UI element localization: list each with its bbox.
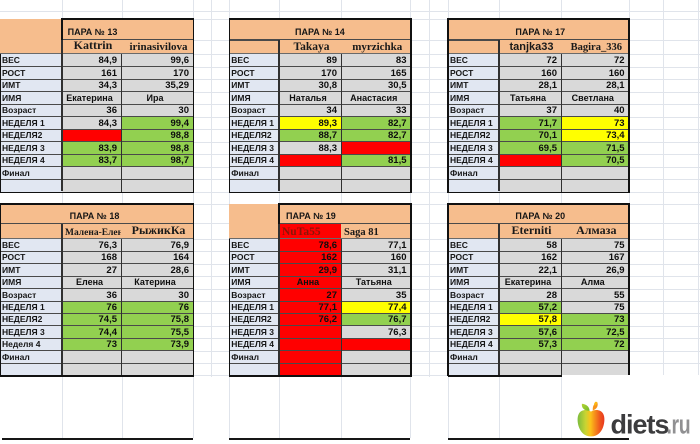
svg-text:diets: diets <box>611 410 669 440</box>
svg-text:.ru: .ru <box>667 409 691 439</box>
